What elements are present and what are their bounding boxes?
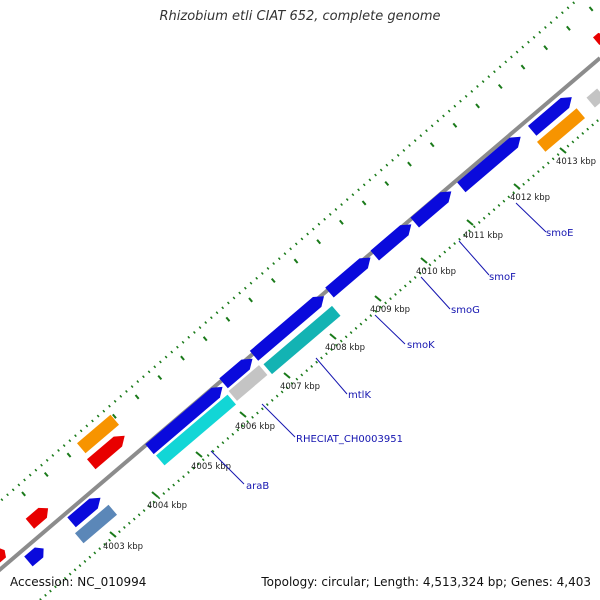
gene-labels: araB RHECIAT_CH0003951 mtlK smoK smoG sm… [246, 228, 573, 492]
gene-label-mtlk[interactable]: mtlK [348, 390, 371, 401]
gene-label-smoe[interactable]: smoE [546, 228, 573, 239]
major-tick [239, 411, 247, 418]
coarse-tick [43, 471, 49, 478]
gene-feature[interactable] [586, 88, 600, 108]
major-tick [466, 219, 474, 226]
coarse-tick [407, 161, 412, 167]
major-tick [329, 333, 337, 340]
tick-label-4007: 4007 kbp [280, 382, 320, 392]
tick-label-4004: 4004 kbp [147, 501, 187, 511]
coarse-tick [520, 64, 526, 70]
genome-summary: Topology: circular; Length: 4,513,324 bp… [261, 575, 591, 589]
gene-label-smok[interactable]: smoK [407, 340, 435, 351]
tick-label-4009: 4009 kbp [370, 305, 410, 315]
tick-label-4011: 4011 kbp [463, 231, 503, 241]
coarse-tick [339, 219, 344, 225]
gene-feature[interactable] [67, 497, 101, 528]
tick-label-4008: 4008 kbp [325, 343, 365, 353]
tick-label-4006: 4006 kbp [235, 422, 275, 432]
gene-feature[interactable] [325, 257, 371, 298]
coarse-tick [270, 277, 276, 284]
tick-label-4013: 4013 kbp [556, 157, 596, 167]
gene-label-rheciat-ch0003951[interactable]: RHECIAT_CH0003951 [296, 434, 403, 445]
coarse-tick [157, 374, 163, 381]
gene-feature[interactable] [87, 435, 125, 470]
gene-feature[interactable] [145, 386, 223, 455]
coarse-tick [180, 355, 185, 361]
coarse-tick [248, 297, 253, 303]
coarse-tick [112, 413, 117, 419]
coarse-tick [316, 239, 322, 245]
gene-feature[interactable] [75, 504, 117, 544]
major-tick [151, 491, 159, 498]
coarse-tick [429, 142, 435, 148]
gene-feature[interactable] [249, 296, 324, 361]
gene-feature[interactable] [593, 32, 600, 45]
inner-tick-ring [39, 116, 600, 600]
major-tick [374, 295, 382, 302]
tick-label-4005: 4005 kbp [191, 462, 231, 472]
coarse-tick [134, 394, 140, 400]
coarse-tick [543, 45, 549, 51]
gene-label-smof[interactable]: smoF [489, 272, 516, 283]
gene-feature[interactable] [370, 224, 412, 261]
coarse-tick [384, 180, 390, 187]
coarse-tick [225, 316, 231, 322]
map-title: Rhizobium etli CIAT 652, complete genome [159, 9, 441, 24]
coarse-tick [497, 83, 503, 90]
gene-features [0, 32, 600, 567]
coarse-tick [293, 258, 299, 264]
gene-feature[interactable] [24, 547, 44, 567]
gene-feature[interactable] [263, 305, 341, 375]
tick-label-4010: 4010 kbp [416, 267, 456, 277]
gene-label-smog[interactable]: smoG [451, 305, 480, 316]
coarse-tick [361, 200, 367, 206]
gene-feature[interactable] [25, 507, 49, 529]
gene-feature[interactable] [77, 414, 119, 454]
tick-labels: 4003 kbp 4004 kbp 4005 kbp 4006 kbp 4007… [103, 157, 596, 552]
gene-feature[interactable] [457, 136, 521, 193]
gene-label-arab[interactable]: araB [246, 481, 269, 492]
gene-feature[interactable] [228, 365, 268, 401]
coarse-tick [21, 491, 26, 497]
major-tick [283, 372, 291, 379]
coarse-tick [202, 336, 208, 342]
major-tick [420, 257, 428, 264]
gene-feature[interactable] [156, 394, 236, 466]
tick-label-4003: 4003 kbp [103, 542, 143, 552]
gene-label-leaders [210, 202, 547, 485]
gene-feature[interactable] [410, 191, 452, 228]
gene-feature[interactable] [528, 97, 572, 136]
gene-feature[interactable] [537, 108, 585, 152]
coarse-tick [452, 122, 458, 128]
coarse-tick [475, 103, 480, 109]
tick-label-4012: 4012 kbp [510, 193, 550, 203]
coarse-tick [588, 6, 594, 12]
gene-feature[interactable] [219, 358, 253, 389]
gene-feature[interactable] [0, 548, 6, 563]
coarse-tick [566, 25, 571, 31]
major-tick [195, 451, 203, 458]
accession-text: Accession: NC_010994 [10, 575, 147, 589]
coarse-tick [66, 452, 72, 458]
